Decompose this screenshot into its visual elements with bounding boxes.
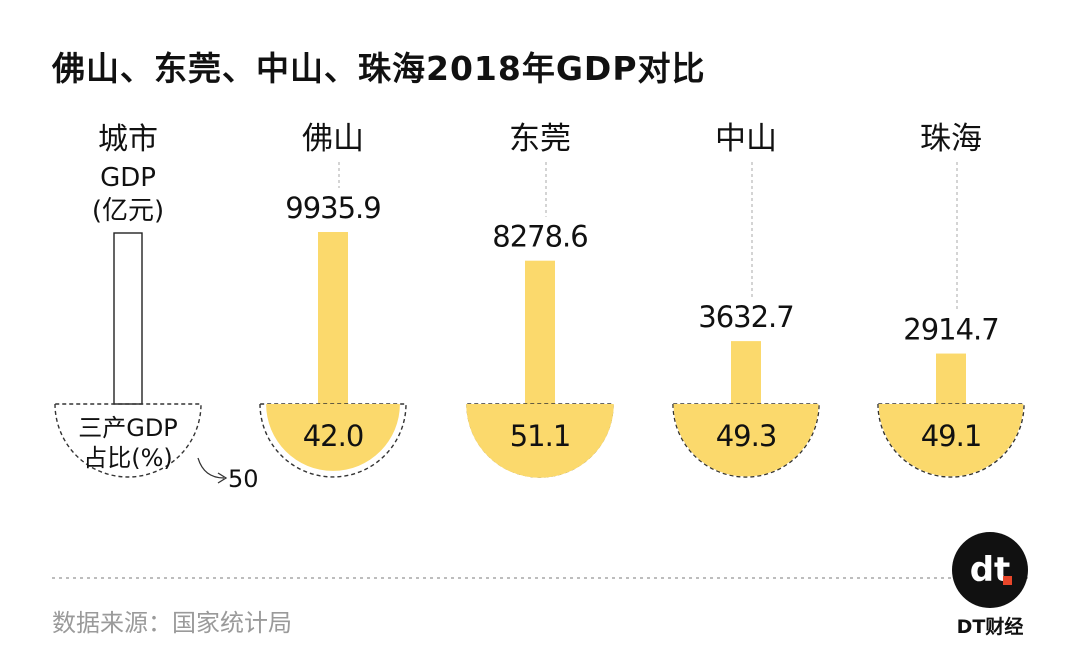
- legend-header-text: (亿元): [92, 196, 164, 226]
- category-label: 东莞: [509, 121, 571, 157]
- brand-name: DT财经: [956, 616, 1024, 638]
- brand-logo-dot: [1003, 576, 1012, 585]
- gdp-value-label: 9935.9: [285, 191, 380, 225]
- gdp-value-label: 8278.6: [492, 220, 587, 254]
- legend-pointer: [197, 457, 225, 479]
- legend-bar: [113, 232, 143, 405]
- gdp-bar: [318, 232, 348, 404]
- legend-reference-label: 50: [228, 465, 259, 493]
- legend-share-text: 三产GDP: [78, 414, 178, 442]
- gdp-bar: [525, 260, 555, 404]
- category-label: 佛山: [302, 121, 364, 157]
- share-bowl: [673, 404, 819, 477]
- share-value-label: 42.0: [303, 419, 364, 453]
- gdp-value-label: 2914.7: [903, 313, 998, 347]
- category-label: 珠海: [920, 121, 982, 157]
- share-bowl: [878, 404, 1024, 477]
- gdp-value-label: 3632.7: [698, 300, 793, 334]
- share-value-label: 49.3: [716, 419, 777, 453]
- share-bowl: [266, 404, 400, 471]
- share-bowl: [466, 404, 614, 478]
- brand-logo: dt: [952, 532, 1028, 608]
- legend-share-text: 占比(%): [83, 444, 173, 472]
- gdp-bar: [731, 341, 761, 404]
- brand-logo-text: dt: [969, 550, 1011, 590]
- legend-header-text: 城市: [98, 122, 158, 157]
- legend-header-text: GDP: [100, 163, 156, 193]
- share-value-label: 49.1: [921, 419, 982, 453]
- source-note: 数据来源：国家统计局: [52, 609, 292, 637]
- chart-title: 佛山、东莞、中山、珠海2018年GDP对比: [52, 49, 706, 88]
- legend-pointer-arrow: [217, 472, 228, 484]
- category-label: 中山: [715, 121, 777, 157]
- gdp-bar: [936, 353, 966, 404]
- share-value-label: 51.1: [510, 419, 571, 453]
- bar-group: 佛山 9935.9 42.0 东莞 8278.6 51.1 中山 3632.7 49.3 珠海 29…: [259, 121, 1025, 478]
